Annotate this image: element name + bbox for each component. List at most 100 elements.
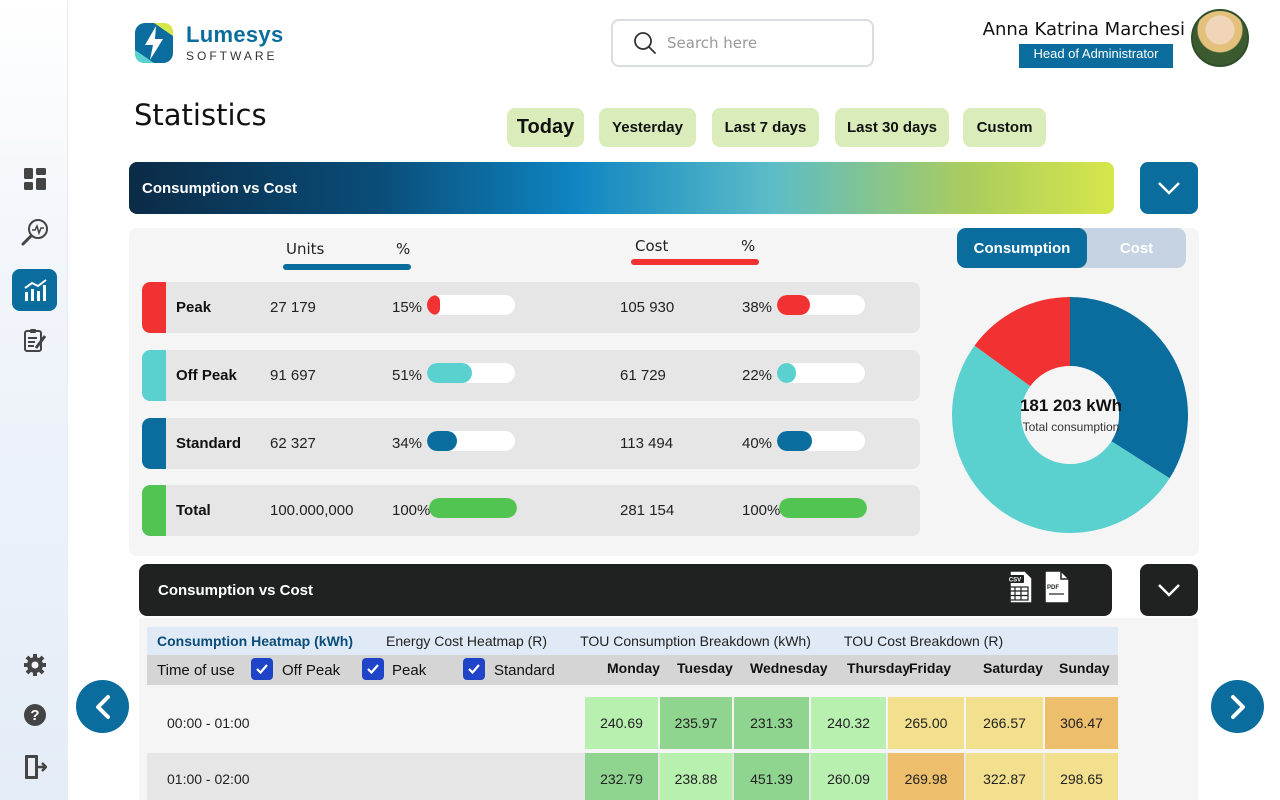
- user-name: Anna Katrina Marchesi: [982, 19, 1185, 40]
- cost-header: Cost: [635, 237, 669, 255]
- heatmap-cell[interactable]: 298.65: [1045, 753, 1118, 800]
- gear-icon: [23, 654, 46, 676]
- checkbox-peak[interactable]: [362, 658, 384, 680]
- toggle-consumption[interactable]: Consumption: [957, 228, 1087, 268]
- csv-icon[interactable]: CSV: [1005, 570, 1033, 604]
- row-cost: 113 494: [620, 435, 674, 452]
- row-peak[interactable]: Peak 27 179 15% 105 930 38%: [142, 282, 920, 333]
- tab-tou-consumption[interactable]: TOU Consumption Breakdown (kWh): [580, 633, 811, 649]
- expand-section-button[interactable]: [1140, 162, 1198, 214]
- sidebar-item-statistics[interactable]: [12, 269, 57, 311]
- consumption-cost-toggle[interactable]: Consumption Cost: [957, 228, 1186, 268]
- filter-custom[interactable]: Custom: [963, 108, 1046, 147]
- row-standard[interactable]: Standard 62 327 34% 113 494 40%: [142, 418, 920, 469]
- checkbox-label: Peak: [392, 662, 427, 679]
- donut-slice-off-peak[interactable]: [951, 345, 1170, 534]
- row-units-pct: 100%: [392, 502, 431, 519]
- day-header: Thursday: [847, 660, 911, 676]
- row-color-tag: [142, 350, 166, 401]
- search-input[interactable]: [667, 34, 847, 52]
- units-progress-bar: [427, 295, 515, 315]
- checkbox-label: Standard: [494, 662, 555, 679]
- day-header: Sunday: [1059, 660, 1110, 676]
- check-icon: [468, 664, 480, 675]
- total-consumption-value: 181 203 kWh: [1019, 396, 1123, 415]
- sidebar: ?: [0, 0, 68, 800]
- heatmap-cell[interactable]: 240.69: [585, 697, 658, 749]
- chevron-down-icon: [1158, 182, 1180, 195]
- units-progress-fill: [427, 295, 441, 315]
- row-units-pct: 51%: [392, 367, 423, 384]
- heatmap-cell[interactable]: 265.00: [888, 697, 964, 749]
- heatmap-cell[interactable]: 238.88: [660, 753, 732, 800]
- cost-progress-bar: [779, 498, 867, 518]
- cost-progress-fill: [777, 363, 797, 383]
- help-icon: ?: [23, 704, 46, 726]
- heatmap-cell[interactable]: 260.09: [811, 753, 886, 800]
- row-color-tag: [142, 418, 166, 469]
- filter-last-30-days[interactable]: Last 30 days: [835, 108, 949, 147]
- row-cost-pct: 22%: [742, 367, 773, 384]
- cost-progress-fill: [779, 498, 867, 518]
- next-button[interactable]: [1211, 680, 1264, 733]
- brand-logo[interactable]: Lumesys SOFTWARE: [134, 22, 283, 64]
- heatmap-cell[interactable]: 266.57: [966, 697, 1043, 749]
- svg-text:PDF: PDF: [1047, 585, 1059, 591]
- statistics-chart-icon: [23, 279, 47, 301]
- check-icon: [367, 664, 379, 675]
- dashboard-icon: [23, 168, 46, 190]
- filter-last-7-days[interactable]: Last 7 days: [712, 108, 819, 147]
- heatmap-cell[interactable]: 240.32: [811, 697, 886, 749]
- pdf-icon[interactable]: PDF: [1042, 570, 1070, 604]
- avatar[interactable]: [1191, 9, 1249, 67]
- checkbox-off-peak[interactable]: [251, 658, 273, 680]
- sidebar-item-dashboard[interactable]: [12, 158, 57, 200]
- units-underline: [283, 264, 411, 270]
- row-cost: 281 154: [620, 502, 675, 519]
- heatmap-cell[interactable]: 322.87: [966, 753, 1043, 800]
- sidebar-item-help[interactable]: ?: [12, 694, 57, 736]
- row-units: 27 179: [270, 299, 316, 316]
- svg-text:?: ?: [30, 707, 39, 724]
- heatmap-cell[interactable]: 269.98: [888, 753, 964, 800]
- chevron-down-icon: [1158, 584, 1180, 597]
- row-cost-pct: 38%: [742, 299, 773, 316]
- donut-hole: [1021, 366, 1119, 464]
- sidebar-item-logout[interactable]: [12, 746, 57, 788]
- day-header: Monday: [607, 660, 660, 676]
- cost-underline: [631, 259, 759, 265]
- row-label: Peak: [176, 299, 212, 316]
- cost-progress-bar: [777, 431, 865, 451]
- sidebar-item-reports[interactable]: [12, 319, 57, 361]
- cost-progress-bar: [777, 295, 865, 315]
- filter-today[interactable]: Today: [507, 108, 584, 147]
- search-analytics-icon: [21, 219, 48, 246]
- expand-heatmap-button[interactable]: [1140, 564, 1198, 616]
- cost-progress-fill: [777, 295, 811, 315]
- row-total[interactable]: Total 100.000,000 100% 281 154 100%: [142, 485, 920, 536]
- donut-slice-peak[interactable]: [974, 297, 1070, 387]
- tab-energy-cost-heatmap[interactable]: Energy Cost Heatmap (R): [386, 633, 548, 649]
- search-box[interactable]: [611, 19, 874, 67]
- heatmap-cell[interactable]: 232.79: [585, 753, 658, 800]
- tab-consumption-heatmap[interactable]: Consumption Heatmap (kWh): [157, 633, 353, 649]
- heatmap-cell[interactable]: 231.33: [734, 697, 809, 749]
- toggle-cost[interactable]: Cost: [1119, 239, 1154, 257]
- cost-progress-fill: [777, 431, 813, 451]
- donut-center: 181 203 kWh Total consumption: [1011, 396, 1131, 434]
- day-header: Friday: [909, 660, 952, 676]
- sidebar-item-analysis[interactable]: [12, 211, 57, 253]
- previous-button[interactable]: [76, 680, 129, 733]
- tab-tou-cost[interactable]: TOU Cost Breakdown (R): [843, 633, 1004, 649]
- checkbox-label: Off Peak: [282, 662, 341, 679]
- row-color-tag: [142, 485, 166, 536]
- heatmap-cell[interactable]: 451.39: [734, 753, 809, 800]
- heatmap-cell[interactable]: 235.97: [660, 697, 732, 749]
- filter-yesterday[interactable]: Yesterday: [599, 108, 696, 147]
- row-off-peak[interactable]: Off Peak 91 697 51% 61 729 22%: [142, 350, 920, 401]
- checkbox-standard[interactable]: [463, 658, 485, 680]
- row-label: Off Peak: [176, 367, 237, 384]
- heatmap-cell[interactable]: 306.47: [1045, 697, 1118, 749]
- sidebar-item-settings[interactable]: [12, 644, 57, 686]
- donut-slice-standard[interactable]: [1070, 297, 1188, 479]
